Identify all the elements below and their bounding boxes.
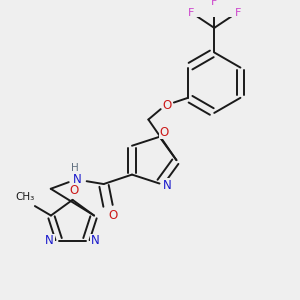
- Text: F: F: [235, 8, 241, 18]
- Text: F: F: [211, 0, 218, 8]
- Text: O: O: [70, 184, 79, 197]
- Text: O: O: [109, 209, 118, 222]
- Text: F: F: [188, 8, 194, 18]
- Text: O: O: [163, 99, 172, 112]
- Text: N: N: [45, 234, 54, 248]
- Text: H: H: [70, 163, 78, 173]
- Text: O: O: [160, 126, 169, 139]
- Text: N: N: [163, 179, 171, 192]
- Text: CH₃: CH₃: [16, 192, 35, 202]
- Text: N: N: [73, 173, 82, 186]
- Text: N: N: [91, 234, 100, 248]
